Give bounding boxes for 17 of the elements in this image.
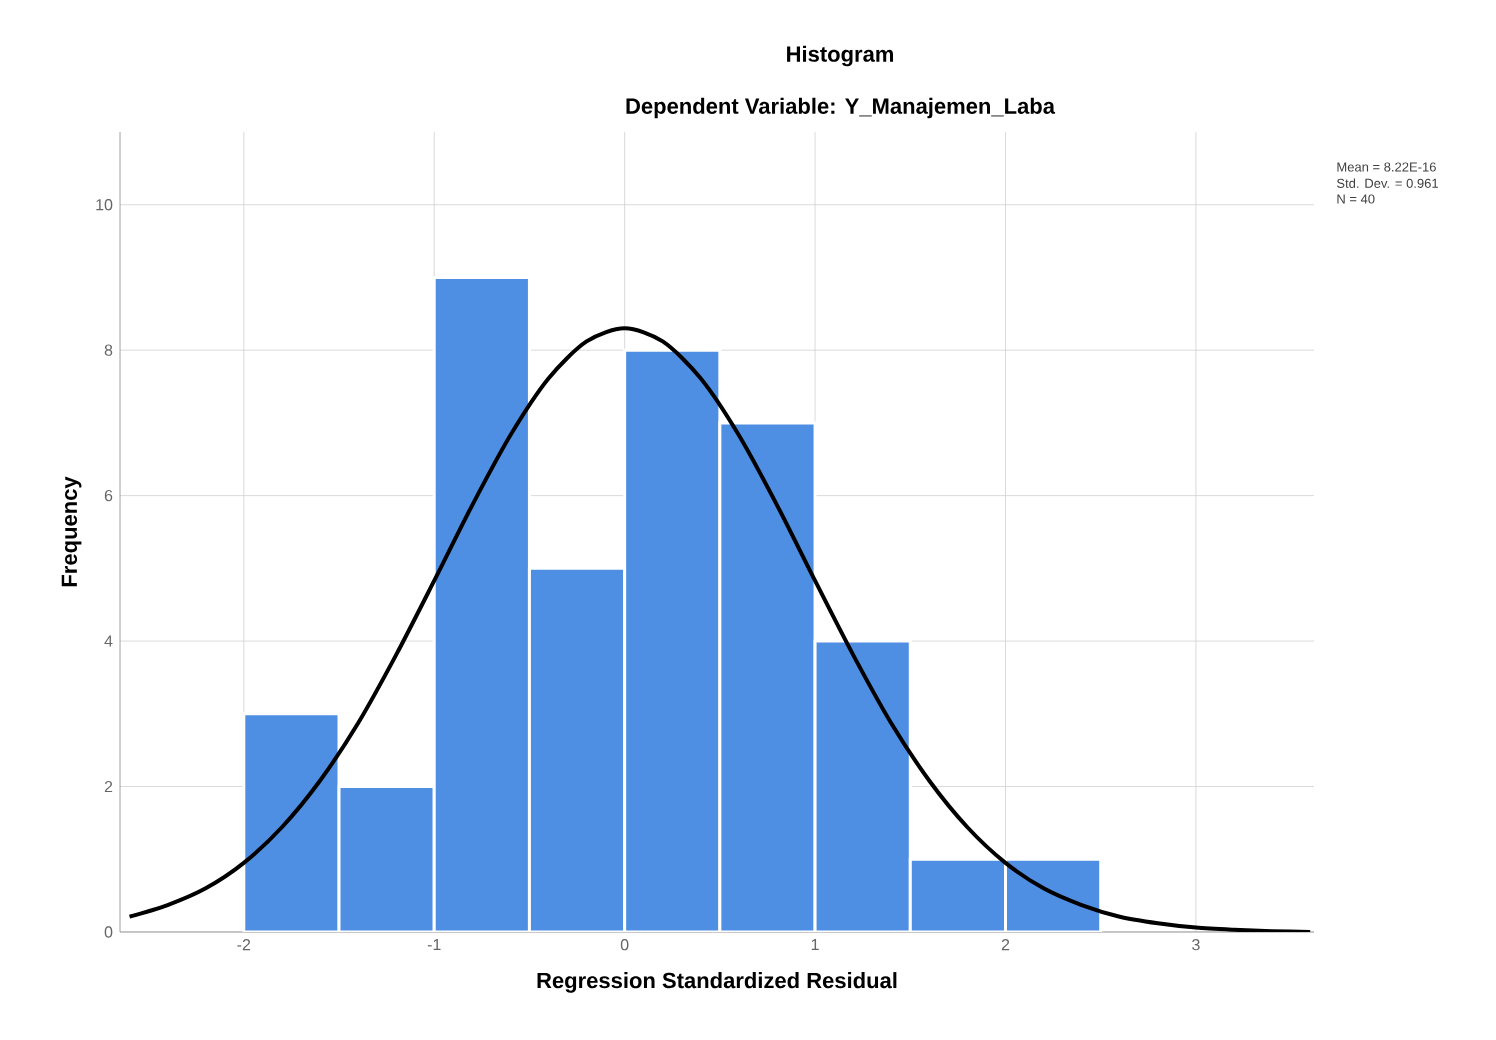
chart-subtitle: Dependent Variable: Y_Manajemen_Laba — [626, 97, 1056, 119]
y-tick-label: 2 — [104, 780, 113, 793]
x-axis-title: Regression Standardized Residual — [537, 972, 897, 993]
x-tick-label: -1 — [427, 939, 441, 951]
y-tick-label: 10 — [96, 199, 113, 211]
x-tick-label: 0 — [620, 939, 629, 951]
y-tick-label: 0 — [104, 926, 113, 938]
y-tick-label: 8 — [104, 344, 113, 356]
x-tick-label: 2 — [1001, 939, 1010, 951]
y-axis-title: Frequency — [61, 476, 82, 587]
y-tick-label: 6 — [104, 489, 113, 502]
chart-title: Histogram — [787, 45, 894, 67]
line-series — [127, 326, 1313, 932]
y-tick-label: 4 — [104, 635, 113, 647]
x-tick-label: 3 — [1192, 939, 1200, 951]
x-tick-label: 1 — [811, 939, 819, 951]
x-tick-label: -2 — [237, 939, 251, 951]
